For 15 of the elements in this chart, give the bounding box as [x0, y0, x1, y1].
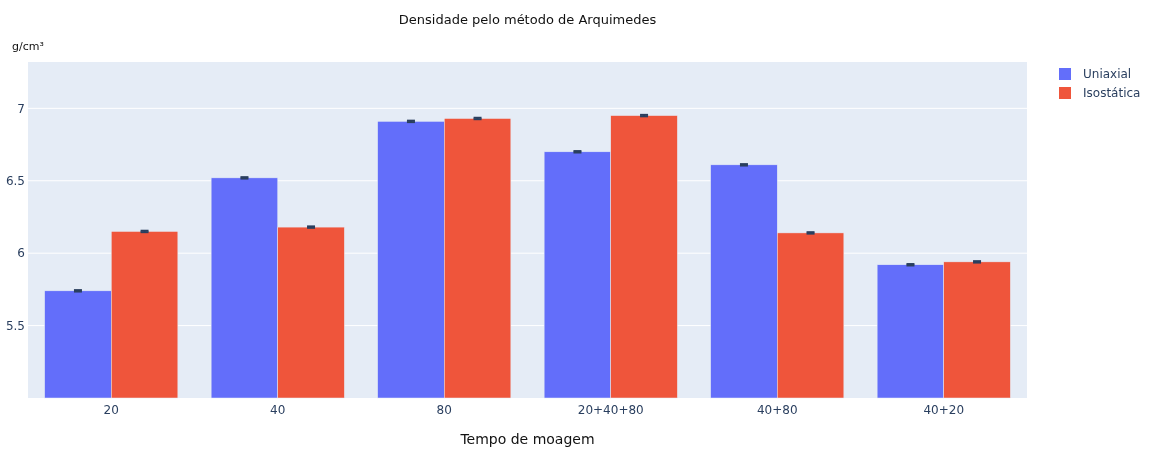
y-tick-label: 7	[17, 101, 25, 116]
legend-label: Isostática	[1083, 86, 1141, 101]
y-axis-title: g/cm³	[12, 40, 44, 53]
x-tick-label: 40	[270, 403, 286, 417]
y-tick-label: 6	[17, 246, 25, 261]
chart-title: Densidade pelo método de Arquimedes	[398, 12, 657, 27]
x-tick-label: 40+20	[923, 403, 965, 417]
y-tick-label: 5.5	[5, 318, 25, 333]
y-tick-label: 6.5	[5, 173, 25, 188]
x-tick-label: 80	[436, 403, 452, 417]
legend-label: Uniaxial	[1083, 67, 1132, 82]
x-axis-title: Tempo de moagem	[459, 431, 595, 447]
x-tick-label: 40+80	[756, 403, 798, 417]
x-tick-label: 20	[103, 403, 119, 417]
x-tick-label: 20+40+80	[577, 403, 644, 417]
